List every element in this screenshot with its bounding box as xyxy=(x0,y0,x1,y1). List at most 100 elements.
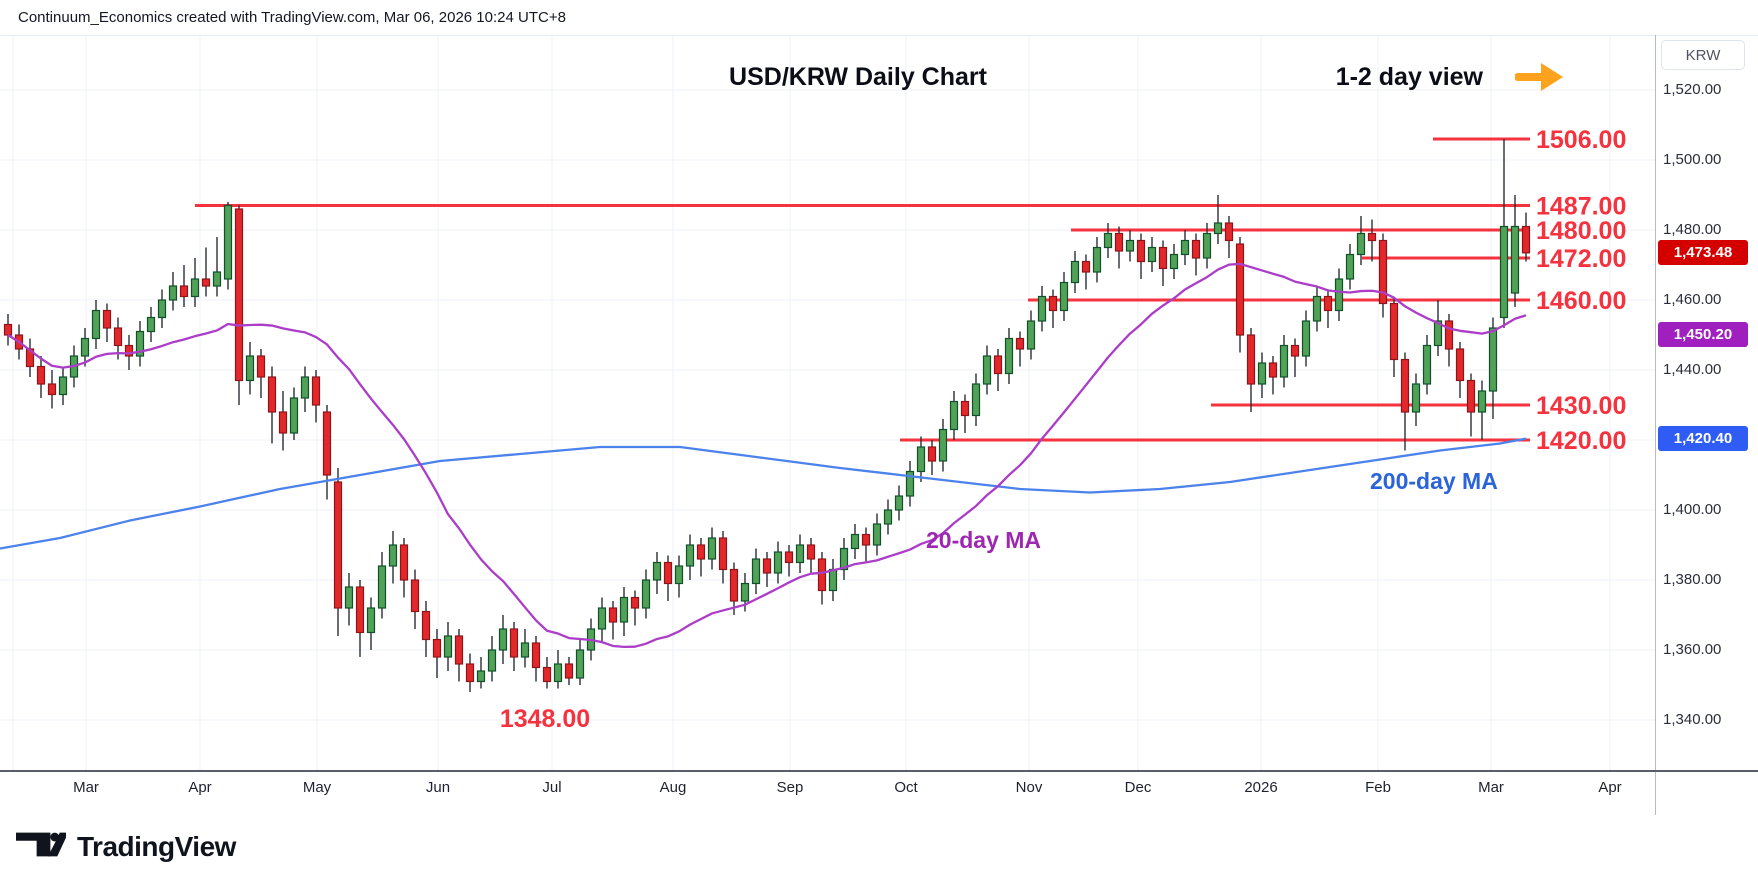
price-tick-label: 1,360.00 xyxy=(1663,641,1722,658)
candle-body xyxy=(1499,225,1509,319)
candle-body xyxy=(729,568,739,602)
price-tick-label: 1,340.00 xyxy=(1663,711,1722,728)
candle-body xyxy=(1466,379,1476,413)
price-axis-separator xyxy=(1655,35,1656,815)
x-axis-month-label: May xyxy=(302,779,332,796)
candle-body xyxy=(740,582,750,602)
candle-body xyxy=(1114,232,1124,252)
candle-body xyxy=(1312,295,1322,322)
candle-body xyxy=(883,509,893,525)
candle-body xyxy=(971,383,981,417)
candle-body xyxy=(366,607,376,634)
last-price-badge: 1,450.20 xyxy=(1658,321,1748,347)
tradingview-logo-text: TradingView xyxy=(77,831,236,862)
candle-body xyxy=(36,365,46,385)
candle-body xyxy=(773,551,783,574)
x-axis-month-label: Aug xyxy=(659,779,687,796)
candle-body xyxy=(1070,260,1080,284)
currency-badge[interactable]: KRW xyxy=(1661,40,1745,70)
candle-body xyxy=(454,635,464,665)
time-axis[interactable]: Mar Apr May Jun Jul Aug Sep Oct Nov Dec 2026 Feb Mar… xyxy=(0,779,1655,805)
candle-body xyxy=(1279,344,1289,378)
candle-body xyxy=(1015,337,1025,350)
candle-body xyxy=(1323,295,1333,312)
price-tick-label: 1,380.00 xyxy=(1663,571,1722,588)
x-axis-month-label: Mar xyxy=(1478,779,1504,796)
candle-body xyxy=(718,537,728,571)
level-label: 1472.00 xyxy=(1536,245,1626,273)
candle-body xyxy=(465,663,475,683)
candle-body xyxy=(498,628,508,651)
candle-body xyxy=(179,285,189,298)
last-price-badge: 1,420.40 xyxy=(1658,426,1748,452)
candle-body xyxy=(1037,295,1047,322)
candle-body xyxy=(817,558,827,592)
candle-body xyxy=(850,533,860,550)
x-axis-month-label: Feb xyxy=(1365,779,1391,796)
candle-body xyxy=(1378,239,1388,305)
candle-body xyxy=(1268,362,1278,378)
candle-body xyxy=(421,610,431,641)
candle-body xyxy=(1136,239,1146,263)
candle-body xyxy=(1125,239,1135,252)
candle-body xyxy=(938,428,948,462)
last-price-badge: 1,473.48 xyxy=(1658,240,1748,266)
x-axis-month-label: Apr xyxy=(188,779,212,796)
x-axis-month-label: Oct xyxy=(894,779,918,796)
candle-body xyxy=(828,568,838,592)
candle-body xyxy=(443,635,453,658)
price-tick-label: 1,400.00 xyxy=(1663,501,1722,518)
candle-body xyxy=(135,330,145,357)
tradingview-logo-icon xyxy=(16,832,66,862)
candle-body xyxy=(1411,383,1421,413)
candle-body xyxy=(1235,243,1245,336)
candle-body xyxy=(784,551,794,564)
candle-body xyxy=(1191,239,1201,259)
candle-body xyxy=(47,383,57,396)
candle-body xyxy=(289,397,299,434)
candle-body xyxy=(1169,253,1179,270)
candle-body xyxy=(1180,239,1190,256)
candle-body xyxy=(245,355,255,382)
candle-body xyxy=(476,670,486,683)
candle-body xyxy=(1367,232,1377,242)
price-tick-label: 1,500.00 xyxy=(1663,151,1722,168)
candle-body xyxy=(707,537,717,560)
candle-body xyxy=(652,561,662,581)
ma200-label: 200-day MA xyxy=(1370,468,1498,494)
candle-body xyxy=(1026,320,1036,350)
candle-body xyxy=(124,344,134,357)
candle-body xyxy=(300,376,310,399)
candle-body xyxy=(1048,295,1058,312)
candle-body xyxy=(1455,348,1465,382)
chart-title: USD/KRW Daily Chart xyxy=(729,63,987,91)
candle-body xyxy=(333,481,343,609)
candle-body xyxy=(949,400,959,431)
low-annotation-label: 1348.00 xyxy=(500,705,590,733)
candle-body xyxy=(674,565,684,585)
candle-body xyxy=(553,663,563,683)
candle-body xyxy=(91,309,101,340)
candle-body xyxy=(201,278,211,287)
ma20-label: 20-day MA xyxy=(926,527,1042,553)
x-axis-month-label: Jun xyxy=(425,779,451,796)
x-axis-month-label: Jul xyxy=(542,779,562,796)
x-axis-month-label: Sep xyxy=(776,779,804,796)
candle-body xyxy=(190,278,200,298)
candle-body xyxy=(234,208,244,382)
candle-body xyxy=(1147,246,1157,263)
candle-body xyxy=(1510,225,1520,294)
tradingview-logo[interactable]: TradingView xyxy=(16,831,236,863)
price-tick-label: 1,460.00 xyxy=(1663,291,1722,308)
candle-body xyxy=(432,638,442,658)
candle-body xyxy=(3,323,13,336)
candle-body xyxy=(1290,344,1300,357)
candle-body xyxy=(223,204,233,280)
credit-text: Continuum_Economics created with Trading… xyxy=(18,9,566,26)
candle-body xyxy=(113,327,123,347)
candle-body xyxy=(267,376,277,413)
candle-body xyxy=(1224,222,1234,242)
price-tick-label: 1,480.00 xyxy=(1663,221,1722,238)
view-horizon-label: 1-2 day view xyxy=(1335,63,1483,91)
